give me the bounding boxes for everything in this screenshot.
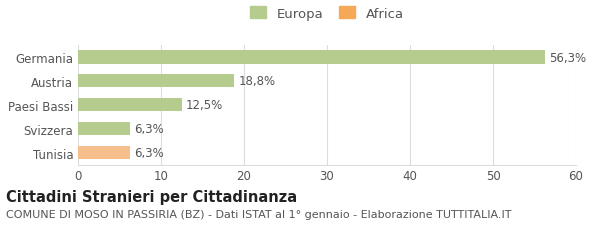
Bar xyxy=(78,51,545,64)
Bar xyxy=(78,99,182,112)
Text: 6,3%: 6,3% xyxy=(134,123,164,136)
Bar xyxy=(78,146,130,159)
Legend: Europa, Africa: Europa, Africa xyxy=(250,7,404,20)
Text: 18,8%: 18,8% xyxy=(238,75,275,88)
Text: 56,3%: 56,3% xyxy=(550,51,587,64)
Bar xyxy=(78,123,130,136)
Bar xyxy=(78,75,234,88)
Text: COMUNE DI MOSO IN PASSIRIA (BZ) - Dati ISTAT al 1° gennaio - Elaborazione TUTTIT: COMUNE DI MOSO IN PASSIRIA (BZ) - Dati I… xyxy=(6,210,511,219)
Text: 12,5%: 12,5% xyxy=(186,99,223,112)
Text: 6,3%: 6,3% xyxy=(134,147,164,159)
Text: Cittadini Stranieri per Cittadinanza: Cittadini Stranieri per Cittadinanza xyxy=(6,189,297,204)
